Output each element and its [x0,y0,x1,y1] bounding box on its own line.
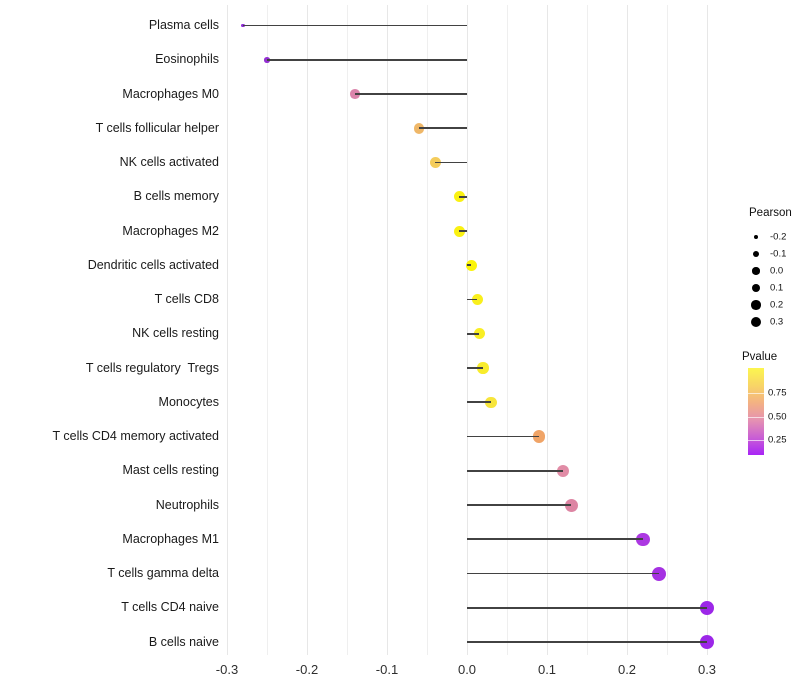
y-axis-label: Mast cells resting [122,463,219,478]
y-axis-label: T cells CD4 naive [121,600,219,615]
x-tick-label: -0.3 [215,662,239,677]
lollipop-dot [471,294,483,305]
y-axis-label: Monocytes [158,394,219,409]
x-tick-label: -0.1 [375,662,399,677]
stem-line [419,127,467,130]
stem-line [467,264,471,267]
legend-pearson-value: 0.0 [770,265,784,277]
stem-line [467,298,478,301]
gridline [546,5,548,655]
stem-line [467,332,479,335]
y-axis-label: T cells gamma delta [107,566,219,580]
y-axis-label: Macrophages M1 [122,531,219,546]
legend-pearson-dot [753,234,759,240]
gridline [666,5,668,655]
legend-pearson-value: 0.2 [770,299,784,311]
y-axis-label: Eosinophils [155,52,219,67]
x-tick-label: 0.1 [537,662,557,677]
stem-line [467,572,659,575]
legend-pearson-dot [751,300,761,310]
y-axis-label: B cells memory [133,189,219,204]
legend-pvalue-value: 0.50 [768,411,787,423]
pvalue-gradient-bar [748,368,764,455]
y-axis-label: T cells CD4 memory activated [52,429,220,443]
y-axis-label: T cells follicular helper [95,120,219,135]
y-axis-label: B cells naive [148,634,219,649]
stem-line [243,24,467,27]
stem-line [355,93,467,95]
legend-pearson-value: -0.1 [770,248,787,260]
x-tick-label: 0.2 [617,662,637,677]
pvalue-tick-mark [748,416,764,418]
stem-line [459,195,467,198]
legend-pearson-dot [751,283,761,293]
legend-pvalue-value: 0.75 [768,387,787,399]
legend-pearson-dot [750,316,762,328]
x-tick-label: -0.2 [295,662,319,677]
stem-line [467,606,707,609]
y-axis-label: Macrophages M2 [122,223,219,238]
legend-pearson-dot [753,251,759,257]
lollipop-dot [699,634,715,650]
lollipop-dot [477,362,489,374]
y-axis-label: Macrophages M0 [122,86,219,101]
lollipop-dot [556,464,570,477]
stem-line [467,538,643,541]
legend-pearson-value: 0.1 [770,282,784,294]
gridline [706,5,708,655]
gridline [346,5,348,655]
gridline [386,5,388,655]
gridline [586,5,588,655]
gridline [426,5,428,655]
legend-pvalue-value: 0.25 [768,434,787,446]
lollipop-dot [473,328,485,340]
legend-pearson-value: -0.2 [770,231,787,243]
legend-pearson-title: Pearson [749,207,792,219]
y-axis-label: Neutrophils [155,497,219,512]
gridline [626,5,628,655]
legend-pearson-value: 0.3 [770,316,784,328]
stem-line [467,504,571,506]
stem-line [467,641,707,643]
gridline [506,5,508,655]
gridline [306,5,308,655]
legend-pvalue-title: Pvalue [742,351,778,363]
y-axis-label: T cells CD8 [154,292,219,306]
lollipop-dot [636,532,650,546]
x-tick-label: 0.0 [457,662,477,677]
lollipop-dot [699,600,715,615]
gridline [226,5,228,655]
y-axis-label: Plasma cells [148,18,219,32]
gridline [266,5,268,655]
pvalue-tick-mark [748,392,764,394]
stem-line [435,161,467,164]
y-axis-label: NK cells resting [132,326,219,341]
lollipop-dot [564,498,578,512]
stem-line [459,230,467,232]
stem-line [467,367,483,369]
lollipop-dot [532,430,546,443]
stem-line [467,401,491,404]
stem-line [267,58,467,61]
stem-line [467,435,539,438]
lollipop-dot [485,396,497,408]
stem-line [467,469,563,472]
y-axis-label: Dendritic cells activated [87,257,219,272]
lollipop-dot [652,566,666,581]
x-tick-label: 0.3 [697,662,717,677]
y-axis-label: T cells regulatory Tregs [85,360,219,375]
y-axis-label: NK cells activated [119,155,219,169]
legend-pearson-dot [752,267,760,275]
pvalue-tick-mark [748,439,764,441]
lollipop-dot [465,259,477,271]
gridline [466,5,468,655]
